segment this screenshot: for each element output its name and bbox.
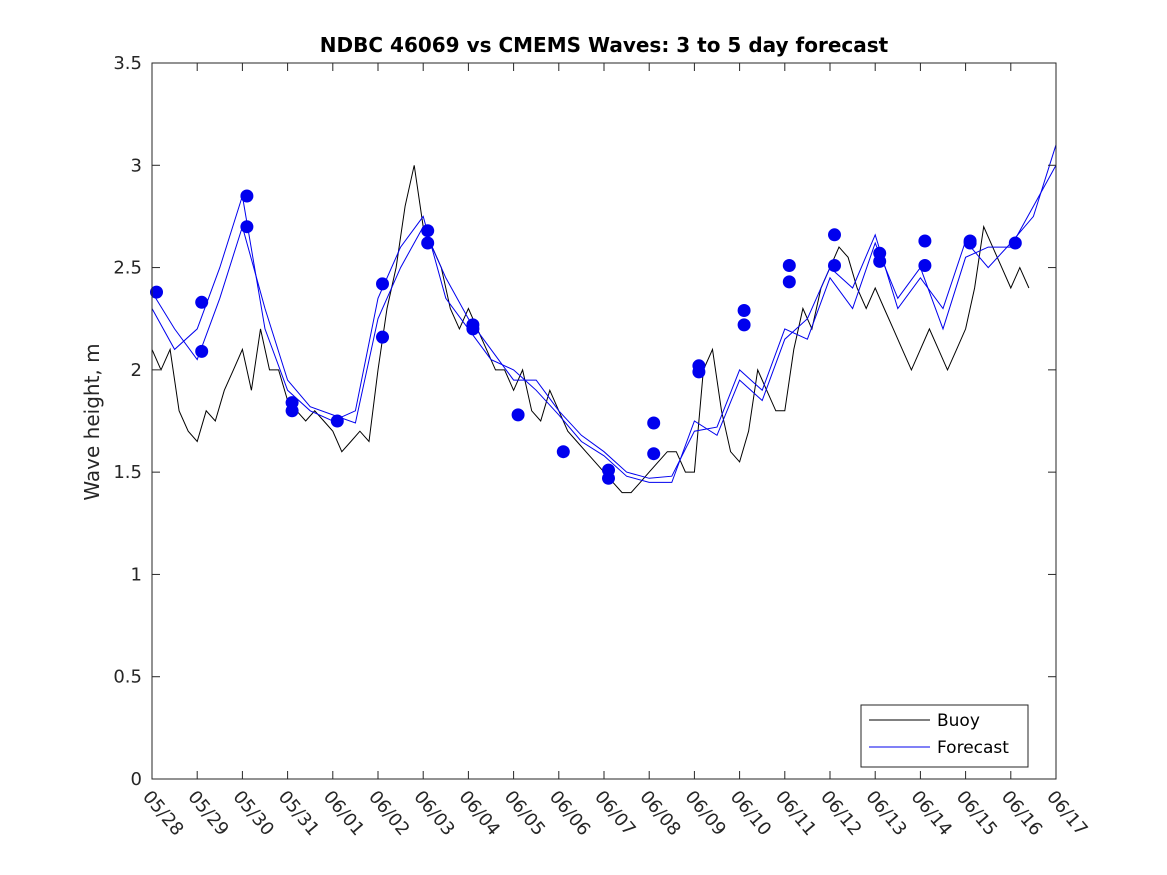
forecast-marker [918, 259, 932, 272]
forecast-marker [556, 445, 570, 459]
forecast-marker [782, 275, 796, 289]
forecast-marker [421, 224, 435, 238]
forecast-marker [1008, 236, 1022, 250]
y-tick-label: 1.5 [113, 462, 142, 483]
y-axis: 0 0.5 1 1.5 2 2.5 3 3.5 [113, 53, 1056, 790]
y-tick-label: 3 [131, 155, 142, 176]
chart-title: NDBC 46069 vs CMEMS Waves: 3 to 5 day fo… [320, 33, 889, 57]
forecast-marker [421, 236, 435, 250]
forecast-marker [376, 330, 389, 344]
forecast-marker [195, 344, 209, 358]
forecast-marker [511, 408, 525, 422]
y-tick-label: 0.5 [113, 667, 142, 688]
forecast-marker [285, 404, 299, 418]
forecast-marker [737, 304, 751, 317]
forecast-marker [195, 295, 209, 309]
y-axis-label: Wave height, m [80, 343, 104, 500]
forecast-marker [828, 259, 841, 272]
forecast-marker [330, 414, 344, 428]
legend-buoy-label: Buoy [937, 711, 980, 731]
forecast-marker [647, 447, 661, 461]
y-tick-label: 1 [131, 564, 142, 585]
marker-layer [150, 189, 1022, 485]
forecast-marker [873, 254, 887, 268]
forecast-marker [466, 322, 480, 336]
forecast-marker [240, 220, 254, 234]
forecast-marker [782, 259, 796, 272]
y-tick-label: 2.5 [113, 258, 142, 279]
forecast-marker [647, 416, 661, 430]
y-tick-label: 3.5 [113, 53, 142, 74]
plot-area [152, 63, 1056, 779]
legend-forecast-label: Forecast [937, 738, 1009, 758]
forecast-marker [602, 471, 615, 485]
forecast-marker [918, 234, 932, 248]
forecast-marker [150, 285, 163, 299]
forecast-marker [737, 318, 751, 332]
forecast-line-2 [151, 144, 1057, 483]
forecast-marker [828, 228, 841, 242]
forecast-marker [376, 277, 389, 291]
forecast-line-1 [151, 165, 1057, 479]
legend-box [860, 704, 1029, 768]
forecast-marker [963, 236, 977, 250]
y-tick-label: 0 [131, 769, 142, 790]
y-tick-label: 2 [131, 360, 142, 381]
legend: Buoy Forecast [860, 704, 1029, 768]
forecast-marker [692, 365, 706, 379]
forecast-marker [240, 189, 254, 203]
